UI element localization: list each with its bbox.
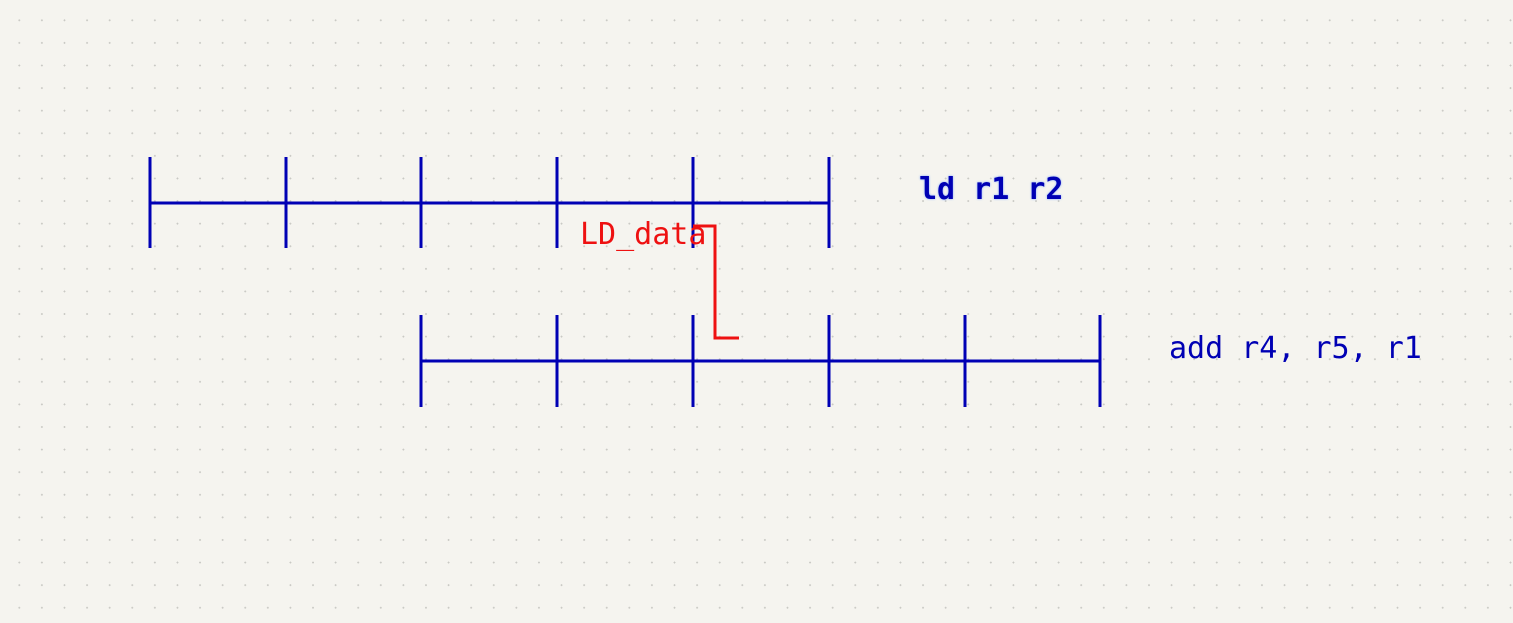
lane-ld [148,157,831,248]
forwarding-wire [693,224,739,340]
forwarding-label: LD_data [580,217,707,252]
instruction-label-add: add r4, r5, r1 [1169,331,1422,366]
instruction-label-ld: ld r1 r2 [919,172,1064,207]
lane-add [419,315,1102,407]
